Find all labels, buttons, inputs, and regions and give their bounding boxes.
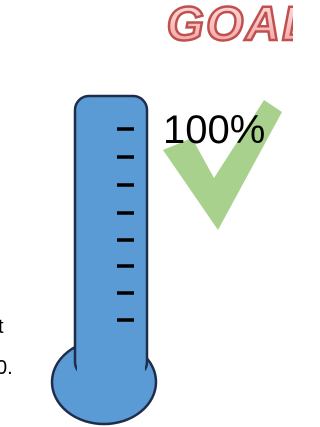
thermometer-tube [75, 96, 147, 376]
percent-label: 100% [163, 108, 265, 152]
page: GOAL 100% t 0. (() => { const data = JSO… [0, 0, 293, 427]
goal-title: GOAL [167, 0, 293, 51]
side-text: 0. [0, 357, 13, 379]
tube-joint [77, 340, 145, 384]
thermometer-graphic: GOAL 100% t 0. [0, 0, 293, 427]
side-text: t [0, 316, 4, 338]
